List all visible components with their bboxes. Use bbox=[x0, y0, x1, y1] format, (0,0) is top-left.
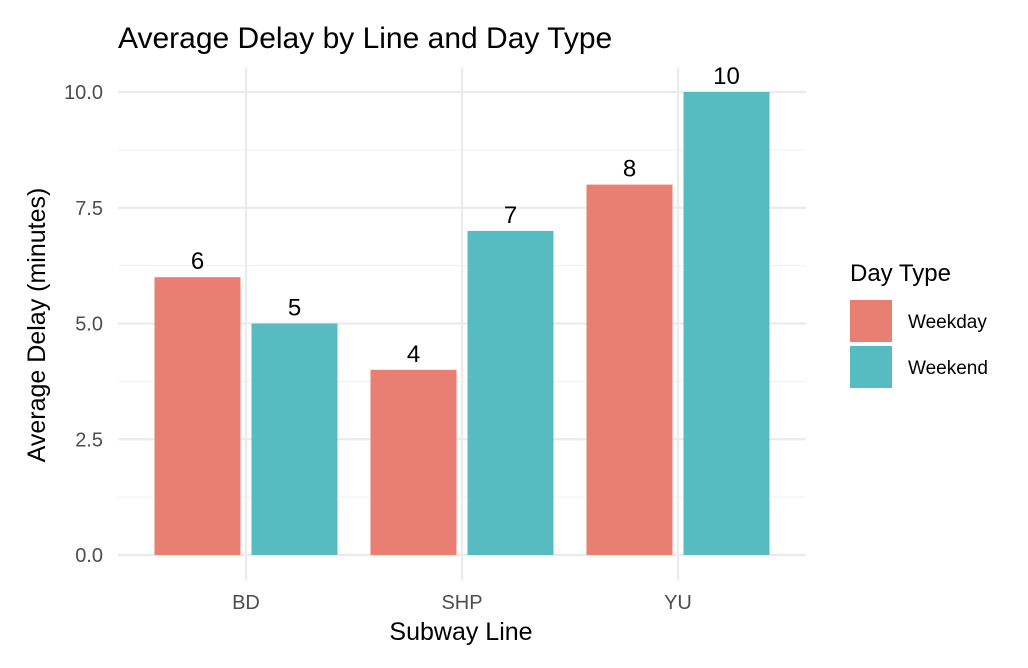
bar-weekend-bd bbox=[251, 323, 338, 555]
legend-items: Weekday Weekend bbox=[850, 300, 988, 388]
legend-label-weekend: Weekend bbox=[908, 358, 988, 379]
y-axis-ticks: 0.0 2.5 5.0 7.5 10.0 bbox=[64, 82, 103, 567]
data-label: 5 bbox=[288, 295, 301, 322]
x-tick-label: YU bbox=[664, 592, 692, 614]
data-label: 7 bbox=[504, 202, 517, 229]
bar-weekend-yu bbox=[683, 92, 770, 555]
bars bbox=[154, 92, 770, 555]
x-tick-label: SHP bbox=[441, 592, 482, 614]
x-axis-ticks: BD SHP YU bbox=[232, 592, 692, 614]
data-labels: 6 4 8 5 7 10 bbox=[191, 63, 740, 368]
bar-weekend-shp bbox=[467, 230, 554, 555]
y-tick-label: 0.0 bbox=[75, 545, 103, 567]
x-tick-label: BD bbox=[232, 592, 260, 614]
y-tick-label: 10.0 bbox=[64, 82, 103, 104]
x-axis-title: Subway Line bbox=[389, 618, 532, 646]
legend-swatch-weekday bbox=[850, 300, 892, 342]
bar-weekday-yu bbox=[586, 184, 673, 555]
legend-title: Day Type bbox=[850, 260, 951, 287]
legend-label-weekday: Weekday bbox=[908, 312, 987, 333]
data-label: 4 bbox=[407, 341, 420, 368]
bar-weekday-shp bbox=[370, 369, 457, 555]
y-axis-title: Average Delay (minutes) bbox=[23, 188, 51, 463]
y-tick-label: 5.0 bbox=[75, 314, 103, 336]
legend: Day Type Weekday Weekend bbox=[850, 260, 988, 388]
data-label: 8 bbox=[623, 156, 636, 183]
bar-weekday-bd bbox=[154, 277, 241, 555]
y-tick-label: 2.5 bbox=[75, 429, 103, 451]
chart-title: Average Delay by Line and Day Type bbox=[118, 22, 612, 55]
data-label: 6 bbox=[191, 248, 204, 275]
data-label: 10 bbox=[713, 63, 740, 90]
y-tick-label: 7.5 bbox=[75, 198, 103, 220]
legend-swatch-weekend bbox=[850, 346, 892, 388]
